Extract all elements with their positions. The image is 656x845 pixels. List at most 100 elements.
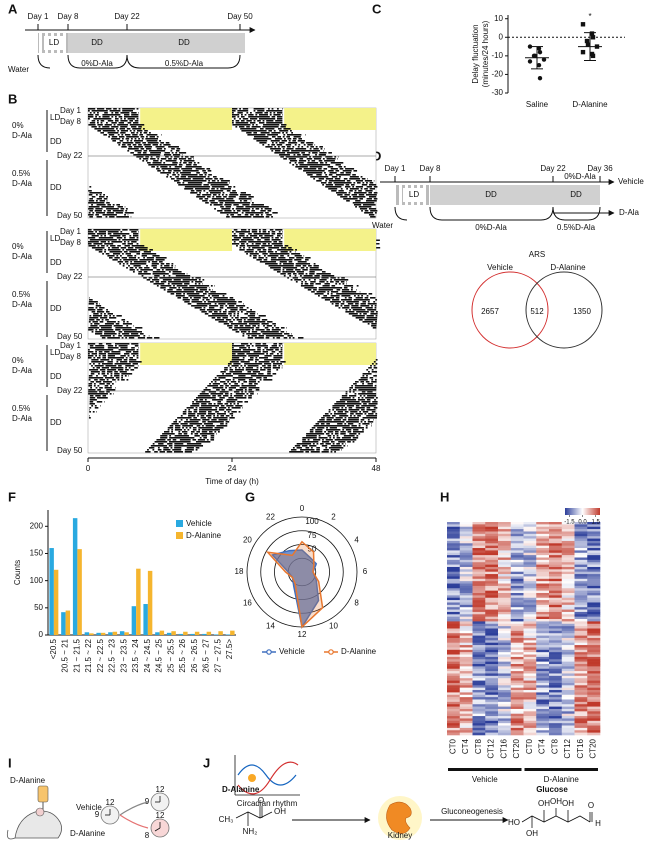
heat-cell: [561, 720, 575, 724]
activity: [326, 158, 336, 160]
activity: [210, 393, 224, 395]
activity: [89, 186, 92, 188]
activity: [126, 136, 139, 138]
activity: [373, 367, 378, 369]
activity: [208, 293, 227, 295]
activity: [230, 395, 233, 397]
activity: [92, 367, 95, 369]
heat-cell: [447, 590, 461, 594]
atom-label: OH: [274, 807, 286, 816]
activity: [117, 245, 121, 247]
heat-cell: [523, 656, 537, 660]
colorbar: [565, 508, 600, 515]
activity: [328, 182, 332, 184]
activity: [300, 267, 305, 269]
heat-cell: [498, 576, 512, 580]
activity: [241, 239, 254, 241]
heat-cell: [561, 529, 575, 532]
activity: [118, 345, 128, 347]
activity: [259, 122, 265, 124]
activity: [356, 285, 359, 287]
activity: [255, 243, 261, 245]
activity: [330, 449, 340, 451]
activity: [205, 178, 213, 180]
activity: [165, 160, 177, 162]
heat-cell: [587, 633, 601, 636]
activity: [349, 188, 359, 190]
activity: [166, 451, 173, 453]
activity: [295, 166, 308, 168]
activity: [330, 281, 334, 283]
day-label: Day 8: [60, 352, 81, 361]
activity: [335, 417, 343, 419]
activity: [305, 447, 310, 449]
activity: [335, 409, 347, 411]
activity: [313, 263, 316, 265]
activity: [326, 429, 341, 431]
heat-cell: [523, 538, 537, 542]
heat-cell: [485, 524, 499, 528]
heat-cell: [459, 718, 473, 722]
activity: [260, 367, 263, 369]
activity: [332, 443, 335, 445]
heat-cell: [549, 545, 563, 549]
heat-cell: [459, 656, 473, 660]
activity: [233, 233, 236, 235]
activity: [134, 367, 138, 369]
activity: [243, 319, 246, 321]
activity: [343, 445, 346, 447]
activity: [248, 347, 250, 349]
heat-cell: [523, 557, 537, 561]
activity: [292, 337, 295, 339]
activity: [309, 273, 315, 275]
heat-cell: [447, 690, 461, 693]
heat-cell: [498, 656, 512, 660]
activity: [97, 130, 102, 132]
activity: [111, 359, 113, 361]
activity: [217, 180, 220, 182]
activity: [252, 371, 261, 373]
heat-cell: [523, 678, 537, 681]
activity: [107, 361, 113, 363]
panel-label: B: [8, 91, 17, 106]
activity: [114, 373, 120, 375]
activity: [324, 299, 331, 301]
activity: [133, 154, 161, 156]
activity: [375, 397, 378, 399]
activity: [330, 445, 342, 447]
activity: [274, 150, 281, 152]
activity: [92, 321, 98, 323]
activity: [231, 365, 239, 367]
heat-cell: [498, 564, 512, 568]
activity: [273, 355, 283, 357]
activity: [301, 152, 305, 154]
activity: [240, 365, 243, 367]
activity: [126, 140, 129, 142]
activity: [107, 357, 124, 359]
activity: [121, 337, 124, 339]
activity: [109, 315, 112, 317]
heat-cell: [536, 566, 550, 570]
heat-cell: [561, 531, 575, 535]
heat-cell: [587, 730, 601, 733]
heat-cell: [459, 645, 473, 648]
activity: [91, 120, 96, 122]
heat-cell: [523, 637, 537, 641]
heat-cell: [561, 538, 575, 542]
activity: [124, 212, 134, 214]
heat-cell: [447, 529, 461, 532]
activity: [328, 188, 338, 190]
activity: [196, 172, 200, 174]
activity: [311, 160, 316, 162]
heat-cell: [574, 630, 588, 634]
activity: [99, 369, 106, 371]
activity: [175, 176, 179, 178]
heat-cell: [498, 647, 512, 651]
activity: [183, 293, 185, 295]
activity: [360, 381, 365, 383]
treatment-label: 0%D-Ala: [475, 223, 507, 232]
activity: [138, 112, 139, 114]
activity: [120, 231, 123, 233]
activity: [134, 345, 139, 347]
bar: [108, 632, 113, 635]
